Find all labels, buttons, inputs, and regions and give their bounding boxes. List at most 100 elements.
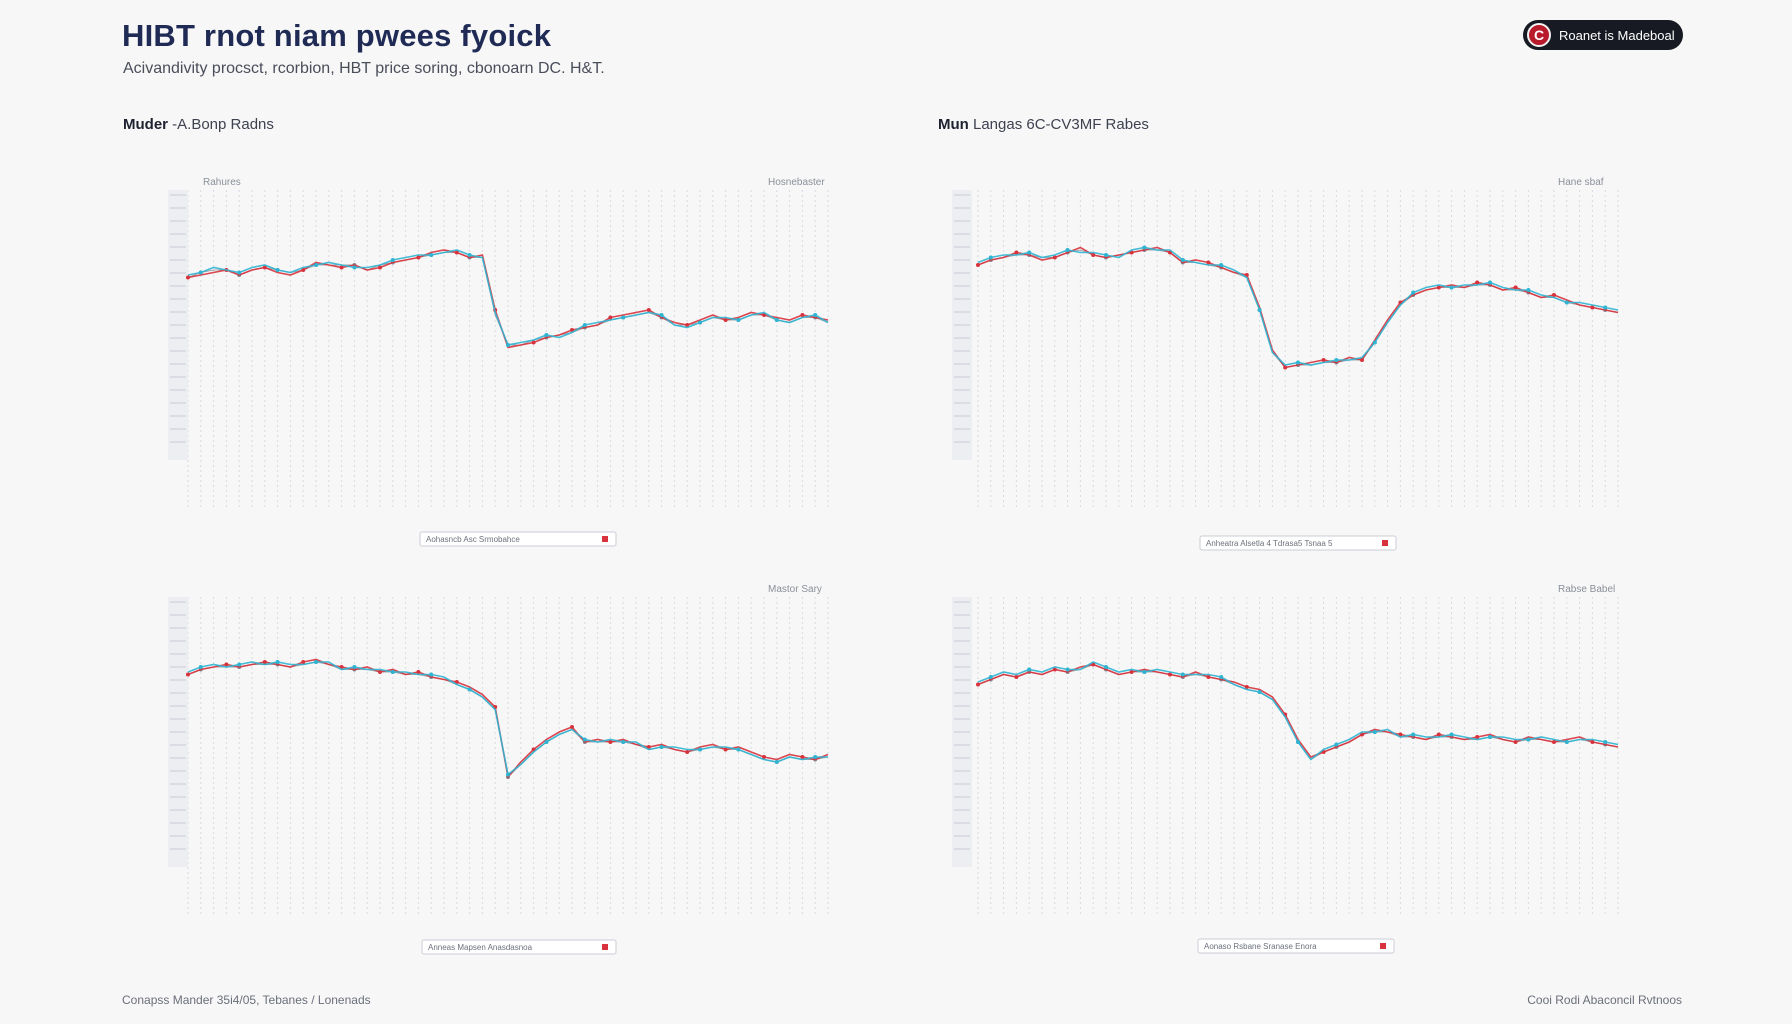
chart-top-left-point-blue xyxy=(736,318,741,322)
chart-bottom-left-point-blue xyxy=(390,670,395,674)
chart-bottom-right-point-blue xyxy=(1180,672,1185,677)
chart-bottom-right-point-blue xyxy=(1142,670,1147,674)
section-label-right: Mun Langas 6C-CV3MF Rabes xyxy=(938,116,1149,133)
chart-top-left-point-red xyxy=(646,308,651,312)
chart-bottom-left-series-gray xyxy=(187,661,829,779)
chart-bottom-left-point-red xyxy=(762,755,766,759)
chart-top-left-point-blue xyxy=(467,253,472,257)
chart-top-right-point-red xyxy=(1590,305,1595,310)
chart-top-left-point-blue xyxy=(813,313,818,317)
chart-bottom-right-point-blue xyxy=(1449,732,1454,737)
chart-bottom-left-point-blue xyxy=(198,665,203,669)
chart-top-right-point-red xyxy=(1283,365,1288,370)
chart-bottom-left-point-red xyxy=(685,750,690,754)
chart-bottom-right-point-red xyxy=(1590,740,1595,744)
chart-bottom-left-point-blue xyxy=(774,760,779,764)
chart-top-left-point-red xyxy=(262,265,267,270)
chart-top-right-point-red xyxy=(1513,285,1518,290)
chart-top-left-point-red xyxy=(531,340,536,345)
chart-top-left-point-blue xyxy=(237,270,242,275)
chart-top-left-corner-label-right: Hosnebaster xyxy=(768,177,825,188)
chart-top-right-point-blue xyxy=(1180,258,1185,262)
chart-top-left-legend-text: Aohasncb Asc Srmobahce xyxy=(426,535,520,544)
section-label-left: Muder -A.Bonp Radns xyxy=(123,116,274,133)
section-label-left-rest: -A.Bonp Radns xyxy=(168,116,274,133)
chart-bottom-left-point-blue xyxy=(544,740,549,744)
chart-top-right-point-blue xyxy=(1104,253,1108,257)
chart-bottom-left-point-blue xyxy=(237,662,242,667)
chart-top-left-point-blue xyxy=(544,333,549,337)
chart-bottom-left-point-red xyxy=(301,660,306,664)
chart-bottom-left-point-red xyxy=(416,670,421,674)
chart-top-left-point-red xyxy=(723,318,728,322)
chart-bottom-right-point-blue xyxy=(1411,732,1416,737)
chart-top-right-point-blue xyxy=(988,255,993,260)
chart-top-right-point-red xyxy=(1206,260,1211,265)
made-with-badge[interactable]: C Roanet is Madeboal xyxy=(1523,20,1683,50)
chart-top-left-point-blue xyxy=(275,268,280,272)
chart-top-right-point-red xyxy=(1052,255,1057,260)
chart-bottom-left-point-red xyxy=(800,755,805,759)
badge-label: Roanet is Madeboal xyxy=(1559,27,1675,43)
chart-bottom-right-point-red xyxy=(1129,670,1134,674)
chart-top-left-point-blue xyxy=(659,313,664,317)
footer-right-note: Cooi Rodi Abaconcil Rvtnoos xyxy=(1527,993,1682,1007)
chart-bottom-left-legend-text: Anneas Mapsen Anasdasnoa xyxy=(428,943,533,952)
chart-bottom-right-corner-label-right: Rabse Babel xyxy=(1558,584,1615,595)
chart-top-right-series-gray xyxy=(977,249,1619,369)
chart-top-right-point-blue xyxy=(1488,280,1492,285)
chart-bottom-right-point-blue xyxy=(1334,742,1339,747)
chart-bottom-right-legend-box xyxy=(1197,938,1395,954)
chart-bottom-right-point-red xyxy=(1436,732,1441,737)
chart-top-right-legend-text: Anheatra Alsetla 4 Tdrasa5 Tsnaa 5 xyxy=(1206,539,1333,548)
chart-top-left-point-blue xyxy=(506,343,510,347)
chart-top-right-point-blue xyxy=(1219,263,1224,267)
chart-bottom-left-legend-box xyxy=(421,939,617,955)
chart-top-right-series-red xyxy=(977,246,1619,369)
chart-bottom-right-point-red xyxy=(1168,672,1172,677)
chart-bottom-left-point-blue xyxy=(275,660,280,664)
chart-top-right-point-red xyxy=(1475,280,1480,285)
chart-bottom-left-point-blue xyxy=(352,665,357,669)
chart-top-left-point-blue xyxy=(429,253,434,257)
chart-bottom-right-point-blue xyxy=(1296,740,1300,744)
chart-top-left-point-blue xyxy=(774,318,779,322)
chart-bottom-right-series-blue xyxy=(977,661,1619,761)
section-label-left-bold: Muder xyxy=(123,116,168,133)
chart-top-left-point-blue xyxy=(314,263,318,267)
chart-top-left-point-red xyxy=(339,265,344,270)
section-label-right-bold: Mun xyxy=(938,116,969,133)
chart-top-right-point-red xyxy=(1014,250,1019,255)
chart-bottom-left-legend-swatch-red xyxy=(602,944,608,950)
page-title: HIBT rnot niam pwees fyoick xyxy=(122,18,552,53)
chart-bottom-right-point-blue xyxy=(988,675,993,679)
chart-top-left-point-blue xyxy=(582,323,587,327)
chart-bottom-right-point-red xyxy=(1206,675,1211,679)
chart-top-right-legend-box xyxy=(1199,535,1397,551)
chart-bottom-left-point-blue xyxy=(698,747,702,752)
chart-top-left-point-blue xyxy=(621,315,626,320)
chart-top-left-point-red xyxy=(608,315,613,320)
chart-bottom-left-point-blue xyxy=(659,745,664,749)
chart-bottom-right-point-blue xyxy=(1372,730,1377,734)
chart-bottom-left-point-blue xyxy=(314,660,318,664)
chart-top-left-point-red xyxy=(454,250,459,255)
chart-top-left-corner-label-left: Rahures xyxy=(203,177,241,188)
chart-top-left-legend-box xyxy=(419,531,617,547)
chart-bottom-left-point-red xyxy=(262,660,267,664)
chart-top-right-point-blue xyxy=(1257,308,1262,312)
chart-top-left-point-blue xyxy=(352,265,357,270)
chart-top-left-point-red xyxy=(800,313,805,317)
chart-top-right-point-blue xyxy=(1296,360,1300,365)
chart-bottom-left-point-red xyxy=(608,740,613,744)
chart-bottom-left-point-blue xyxy=(621,740,626,744)
chart-bottom-right-point-blue xyxy=(1104,665,1108,669)
chart-top-left-point-red xyxy=(301,268,306,272)
chart-top-left-point-blue xyxy=(698,320,702,325)
chart-bottom-right-point-red xyxy=(1513,740,1518,744)
chart-bottom-left-point-red xyxy=(570,725,574,729)
chart-bottom-left-point-red xyxy=(723,747,728,752)
chart-bottom-left-point-blue xyxy=(813,755,818,759)
chart-top-right-legend-swatch-red xyxy=(1382,540,1388,546)
